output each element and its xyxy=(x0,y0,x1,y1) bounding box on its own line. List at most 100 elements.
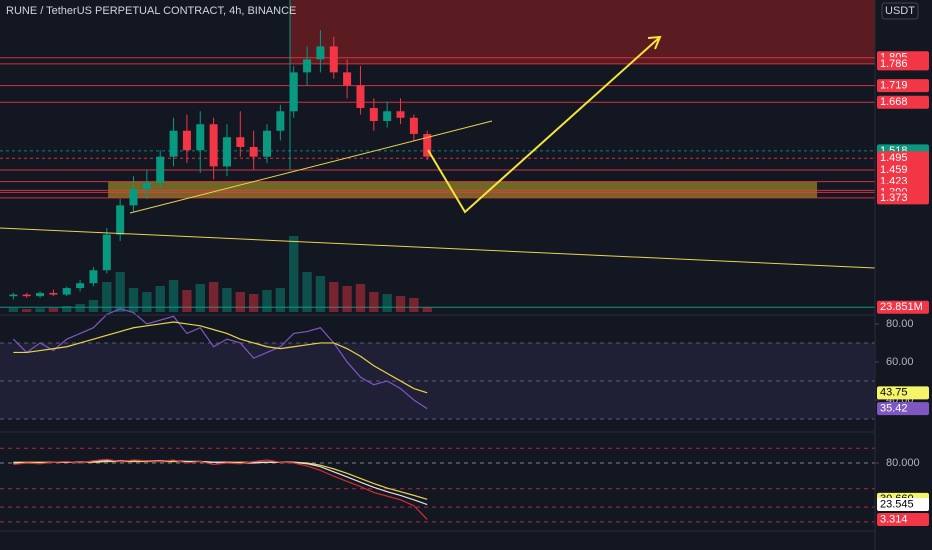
candle-body xyxy=(156,156,165,183)
volume-bar xyxy=(115,272,125,312)
volume-bar xyxy=(88,300,99,312)
candle-body xyxy=(343,72,352,86)
volume-bar xyxy=(409,298,419,312)
price-tag xyxy=(877,191,929,205)
volume-bar xyxy=(342,286,352,312)
candle-body xyxy=(369,108,378,122)
trendline-long xyxy=(0,227,876,269)
currency[interactable]: USDT xyxy=(885,5,915,17)
chart-title: RUNE / TetherUS PERPETUAL CONTRACT, 4h, … xyxy=(6,5,296,17)
volume-bar xyxy=(262,290,272,312)
volume-bar xyxy=(22,309,32,312)
currency-box[interactable] xyxy=(881,2,919,20)
indicator-line xyxy=(13,458,428,520)
volume-bar xyxy=(75,304,85,312)
volume-bar xyxy=(395,296,406,312)
candle-body xyxy=(303,59,312,73)
volume-bar xyxy=(142,292,152,312)
candle-body xyxy=(49,292,58,295)
candle-body xyxy=(89,270,98,284)
zone xyxy=(289,0,875,64)
candle-body xyxy=(36,292,45,297)
volume-bar xyxy=(155,286,165,312)
volume-bar xyxy=(182,290,192,312)
volume-bar xyxy=(195,284,205,312)
candle-body xyxy=(9,294,18,297)
y-tick-label: 80.00 xyxy=(886,318,914,330)
price-tag-label: 1.719 xyxy=(880,80,908,92)
price-tag xyxy=(877,512,929,526)
price-tag-label: 1.373 xyxy=(880,192,908,204)
price-tag xyxy=(877,95,929,109)
price-tag-label: 23.851M xyxy=(880,301,923,313)
projection-arrow xyxy=(427,36,661,214)
candle-body xyxy=(316,46,325,60)
price-tag-label: 3.314 xyxy=(880,513,908,525)
volume-bar xyxy=(315,276,326,312)
price-tag xyxy=(877,498,929,512)
volume-bar xyxy=(355,284,366,312)
volume-bar xyxy=(128,288,139,312)
price-tag xyxy=(877,402,929,416)
price-tag-label: 1.459 xyxy=(880,164,908,176)
candle-body xyxy=(356,85,365,109)
candle-body xyxy=(396,111,405,118)
candle-body xyxy=(116,205,125,235)
volume-bar xyxy=(275,288,286,312)
candle-body xyxy=(423,133,432,157)
price-tag-label: 1.786 xyxy=(880,58,908,70)
y-tick-label: 60.00 xyxy=(886,356,914,368)
price-tag-label: 43.75 xyxy=(880,387,908,399)
volume-bar xyxy=(48,308,59,312)
candle-body xyxy=(263,130,272,157)
price-tag xyxy=(877,57,929,71)
axis-labels: 23.851M1.8051.7861.7191.6681.5181.49501:… xyxy=(875,51,929,526)
candle-body xyxy=(76,283,85,289)
candle-body xyxy=(222,137,231,167)
candle-body xyxy=(142,182,151,190)
candle-body xyxy=(249,146,258,157)
candle-body xyxy=(182,130,191,151)
volume-bar xyxy=(8,308,19,312)
price-tag-label: 35.42 xyxy=(880,403,908,415)
volume-bar xyxy=(289,236,299,312)
trendline xyxy=(129,120,493,214)
candle-body xyxy=(102,234,111,271)
volume-bar xyxy=(329,282,339,312)
indicator-line xyxy=(13,321,428,394)
levels xyxy=(0,57,875,523)
volume-bar xyxy=(102,282,112,312)
price-tag xyxy=(877,386,929,400)
candle-body xyxy=(196,124,205,151)
volume-bar xyxy=(222,288,232,312)
volume-bar xyxy=(369,292,379,312)
zone xyxy=(108,181,818,198)
volume-bar xyxy=(208,282,219,312)
volume-bar xyxy=(168,280,179,312)
candle-body xyxy=(62,288,71,295)
price-tag-label: 23.545 xyxy=(880,498,914,510)
candle-body xyxy=(276,111,285,131)
price-tag xyxy=(877,300,929,314)
volume-bar xyxy=(302,272,312,312)
price-tag-label: 1.495 xyxy=(880,152,908,164)
indicator-line xyxy=(12,308,428,410)
candle-body xyxy=(169,130,178,157)
candle-body xyxy=(329,46,338,73)
candle-body xyxy=(22,294,31,297)
volume-bar xyxy=(422,307,432,312)
volume-bar xyxy=(382,294,392,312)
volume-bar xyxy=(35,308,45,312)
arrow-head xyxy=(647,35,662,50)
candle-body xyxy=(129,189,138,206)
panes xyxy=(8,30,432,520)
volume-bar xyxy=(248,294,259,312)
candle-body xyxy=(209,124,218,167)
candle-body xyxy=(289,72,298,112)
price-tag xyxy=(877,163,929,177)
y-tick-label: 80.000 xyxy=(886,457,920,469)
volume-bar xyxy=(62,306,72,312)
candle-body xyxy=(236,137,245,147)
